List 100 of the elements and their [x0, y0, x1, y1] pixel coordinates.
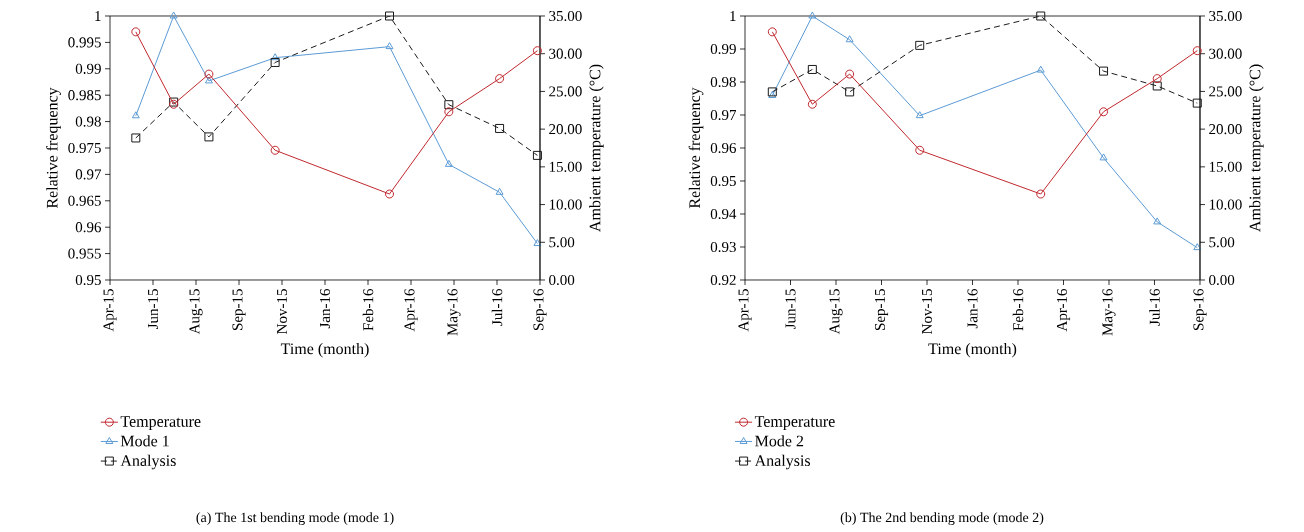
x-tick-label: Jan-16: [319, 288, 331, 329]
point: [915, 40, 925, 50]
point: [845, 35, 854, 43]
point: [495, 123, 505, 133]
y-tick-label: 0.95: [710, 175, 736, 187]
legend-label: Analysis: [754, 454, 811, 470]
y2-tick-label: 20.00: [549, 124, 582, 135]
point: [767, 87, 777, 97]
x-tick-label: Nov-15: [921, 289, 933, 334]
y-tick-label: 1: [730, 11, 736, 21]
point: [1193, 243, 1202, 251]
point: [131, 133, 141, 143]
point: [768, 91, 777, 99]
legend-label: Analysis: [120, 454, 176, 470]
y-tick-label: 0.93: [710, 241, 736, 253]
point: [1036, 189, 1046, 199]
legend-label: Temperature: [754, 416, 835, 431]
point: [1153, 217, 1162, 225]
x-tick-label: Apr-16: [404, 288, 418, 332]
x-tick-label: Jul-16: [491, 288, 503, 326]
x-tick-label: Jan-16: [967, 288, 978, 329]
point: [1099, 66, 1109, 76]
x-tick-label: Nov-15: [276, 289, 288, 334]
point: [845, 69, 855, 79]
y-tick-label: 0.97: [75, 169, 102, 180]
y2-tick-label: 30.00: [1209, 48, 1242, 59]
point: [1152, 81, 1162, 91]
y2-tick-label: 15.00: [549, 161, 582, 172]
y-tick-label: 0.985: [68, 90, 101, 101]
y-tick-label: 0.98: [710, 76, 736, 88]
x-tick-label: Apr-15: [103, 289, 117, 332]
legend-label: Mode 2: [755, 435, 804, 447]
text: (a) The 1st bending mode (mode 1): [196, 512, 394, 526]
point: [845, 87, 855, 97]
x-tick-label: Sep-16: [533, 288, 547, 331]
y2-tick-label: 20.00: [1209, 124, 1242, 135]
x-tick-label: Sep-16: [1193, 288, 1207, 331]
point: [808, 11, 817, 19]
y-tick-label: 0.94: [710, 208, 737, 220]
legend-label: Mode 1: [120, 435, 169, 447]
y-axis-title: Relative frequency: [688, 87, 704, 209]
legend-label: Temperature: [120, 416, 201, 431]
point: [270, 57, 280, 67]
point: [1192, 98, 1202, 108]
point: [1036, 11, 1046, 21]
y2-tick-label: 35.00: [549, 10, 582, 22]
y2-tick-label: 25.00: [549, 86, 582, 97]
x-tick-label: Sep-15: [232, 289, 246, 331]
point: [495, 74, 505, 84]
point: [444, 107, 454, 117]
y2-tick-label: 10.00: [1209, 199, 1242, 210]
y-tick-label: 0.965: [68, 195, 101, 206]
point: [532, 150, 542, 160]
x-axis-title: Time (month): [928, 342, 1017, 358]
x-tick-label: Feb-16: [362, 288, 374, 331]
y2-tick-label: 25.00: [1209, 86, 1242, 97]
y-tick-label: 0.96: [75, 222, 102, 233]
y2-tick-label: 5.00: [1209, 237, 1235, 248]
point: [495, 187, 504, 195]
y-tick-label: 0.995: [68, 37, 101, 48]
y-tick-label: 0.99: [710, 43, 736, 55]
point: [204, 76, 213, 84]
x-tick-label: Jul-16: [1149, 288, 1160, 326]
x-tick-label: May-16: [447, 288, 461, 336]
point: [131, 111, 140, 119]
point: [532, 46, 542, 56]
point: [385, 189, 395, 199]
point: [169, 11, 178, 19]
text: (b) The 2nd bending mode (mode 2): [840, 512, 1044, 526]
point: [807, 64, 817, 74]
point: [1192, 46, 1202, 56]
point: [1152, 74, 1162, 84]
y2-tick-label: 0.00: [1209, 274, 1235, 286]
point: [1099, 107, 1109, 117]
point: [533, 239, 542, 247]
x-tick-label: Aug-15: [189, 289, 203, 335]
y-tick-label: 0.955: [68, 248, 101, 259]
y2-tick-label: 15.00: [1209, 161, 1242, 172]
point: [385, 11, 395, 21]
point: [767, 27, 777, 37]
point: [1099, 153, 1108, 161]
x-tick-label: Aug-15: [829, 289, 843, 335]
point: [271, 53, 280, 61]
y-tick-label: 0.97: [710, 109, 737, 121]
point: [444, 100, 454, 110]
x-tick-label: Sep-15: [874, 289, 889, 331]
x-tick-label: Apr-15: [738, 289, 752, 332]
y2-tick-label: 5.00: [549, 237, 575, 248]
y-tick-label: 0.975: [68, 142, 101, 154]
y-tick-label: 0.95: [75, 274, 101, 286]
point: [204, 132, 214, 142]
x-tick-label: Jun-15: [785, 289, 796, 330]
y-tick-label: 0.92: [710, 274, 736, 286]
x-tick-label: May-16: [1102, 288, 1116, 336]
y2-tick-label: 0.00: [549, 274, 575, 286]
point: [915, 111, 924, 119]
y2-tick-label: 10.00: [549, 199, 582, 210]
point: [444, 159, 453, 167]
y2-axis-title: Ambient temperature (°C): [589, 64, 604, 232]
point: [1036, 65, 1045, 73]
